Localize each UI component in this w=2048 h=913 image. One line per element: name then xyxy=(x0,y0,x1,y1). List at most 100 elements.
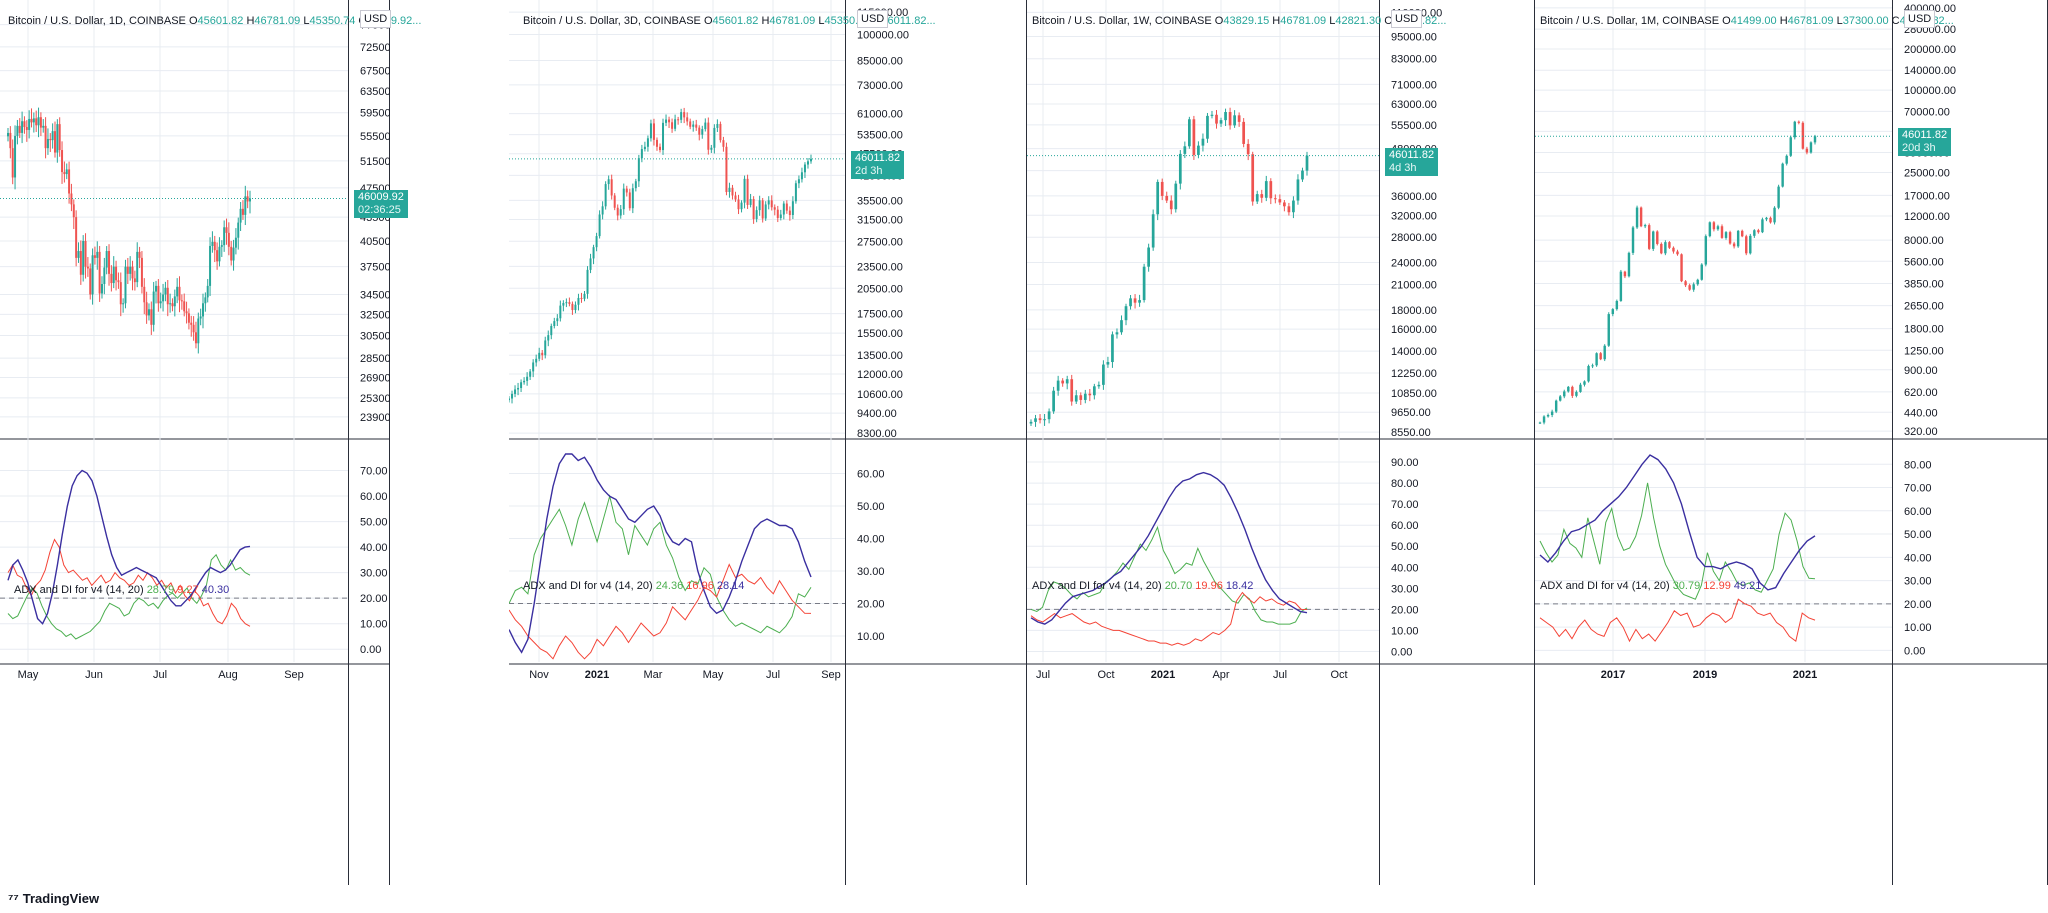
indicator-tick-label: 50.00 xyxy=(1904,529,1932,541)
time-tick-label: Aug xyxy=(218,669,238,681)
candle-body xyxy=(607,179,610,185)
candle-body xyxy=(1635,207,1639,228)
candle-body xyxy=(1255,194,1259,202)
high-value: 46781.09 xyxy=(1280,15,1327,27)
candle-body xyxy=(93,255,96,258)
brand-footer[interactable]: ⁷⁷ TradingView xyxy=(8,891,99,906)
candle-body xyxy=(1052,390,1055,412)
last-price-value: 46011.82 xyxy=(1902,129,1948,142)
candle-body xyxy=(677,119,680,121)
candle-body xyxy=(1643,225,1647,227)
indicator-title: ADX and DI for v4 (14, 20) xyxy=(14,584,144,596)
candle-body xyxy=(1664,242,1667,254)
plus-di-value: 20.70 xyxy=(1164,580,1193,592)
candle-body xyxy=(1056,380,1060,391)
candle-body xyxy=(1724,232,1728,238)
candle-body xyxy=(1169,200,1173,210)
time-tick-label: May xyxy=(703,669,724,681)
candle-body xyxy=(800,172,803,180)
candle-body xyxy=(1138,300,1141,303)
candle-body xyxy=(124,266,127,304)
candle-body xyxy=(752,199,755,219)
candle-body xyxy=(14,135,17,178)
candle-body xyxy=(559,305,562,319)
candle-body xyxy=(103,267,106,284)
candle-body xyxy=(1563,391,1566,397)
candle-body xyxy=(110,273,113,284)
chart-canvas-1w[interactable]: 8550.00 9650.00 10850.00 12250.00 14000.00 16… xyxy=(1027,0,1535,885)
price-tick-label: 67500.00 xyxy=(360,66,390,78)
minus-di-value: 16.96 xyxy=(686,580,714,592)
indicator-tick-label: 50.00 xyxy=(857,501,885,513)
candle-body xyxy=(1542,416,1546,423)
candle-body xyxy=(190,322,193,325)
last-price-value: 46009.92 xyxy=(358,191,404,204)
candle-body xyxy=(514,389,517,394)
currency-button[interactable]: USD xyxy=(1391,10,1423,28)
candle-body xyxy=(535,358,538,363)
candle-body xyxy=(722,140,725,147)
chart-panel-1m[interactable]: 320.00 440.00 620.00 900.00 1250.00 1800.00 26… xyxy=(1535,0,2048,885)
indicator-tick-label: 50.00 xyxy=(1391,541,1419,553)
adx-line xyxy=(7,469,251,625)
chart-panel-1w[interactable]: 8550.00 9650.00 10850.00 12250.00 14000.00 16… xyxy=(1027,0,1535,885)
candle-body xyxy=(223,227,226,246)
indicator-tick-label: 90.00 xyxy=(1391,457,1419,469)
candle-body xyxy=(791,201,794,215)
candle-body xyxy=(1237,115,1241,122)
currency-button[interactable]: USD xyxy=(360,10,392,28)
candle-body xyxy=(782,203,785,215)
candle-body xyxy=(173,296,176,307)
candle-body xyxy=(1305,155,1309,171)
candle-body xyxy=(86,266,89,269)
time-tick-label: May xyxy=(18,669,39,681)
candle-body xyxy=(46,138,49,149)
last-price-value: 46011.82 xyxy=(1389,148,1435,161)
candle-body xyxy=(143,286,146,303)
candle-body xyxy=(1260,194,1264,198)
time-tick-label: Jul xyxy=(766,669,780,681)
candle-body xyxy=(166,287,169,305)
currency-button[interactable]: USD xyxy=(1904,10,1936,28)
candle-body xyxy=(105,251,108,268)
price-tick-label: 17500.00 xyxy=(857,309,903,321)
candle-body xyxy=(1065,379,1069,384)
price-tick-label: 26900.00 xyxy=(360,372,390,384)
candle-body xyxy=(595,236,598,248)
candle-body xyxy=(1219,120,1223,124)
candle-body xyxy=(1813,136,1817,143)
indicator-tick-label: 80.00 xyxy=(1904,459,1932,471)
price-tick-label: 100000.00 xyxy=(1904,85,1956,97)
indicator-tick-label: 60.00 xyxy=(1391,520,1419,532)
candle-body xyxy=(1567,386,1570,392)
chart-panel-1d[interactable]: 23900.00 25300.00 26900.00 28500.00 30500.00… xyxy=(0,0,421,885)
currency-button[interactable]: USD xyxy=(857,10,889,28)
candle-body xyxy=(613,195,616,208)
candle-body xyxy=(1029,421,1033,424)
candle-body xyxy=(562,303,565,306)
price-tick-label: 8550.00 xyxy=(1391,427,1431,439)
chart-canvas-3d[interactable]: 8300.00 9400.00 10600.00 12000.00 13500.00 15… xyxy=(509,0,1027,885)
candle-body xyxy=(117,280,120,283)
candle-body xyxy=(1615,300,1619,310)
candle-body xyxy=(655,139,658,147)
bar-countdown: 02:36:25 xyxy=(358,204,401,217)
candle-body xyxy=(194,332,197,344)
indicator-tick-label: 30.00 xyxy=(1391,583,1419,595)
candle-body xyxy=(523,380,526,383)
chart-canvas-1d[interactable]: 23900.00 25300.00 26900.00 28500.00 30500.00… xyxy=(0,0,390,885)
adx-line xyxy=(1539,454,1816,591)
price-tick-label: 85000.00 xyxy=(857,56,903,68)
candle-body xyxy=(1761,219,1764,233)
candle-body xyxy=(746,178,749,205)
chart-panel-3d[interactable]: 8300.00 9400.00 10600.00 12000.00 13500.00 15… xyxy=(509,0,1027,885)
price-tick-label: 73000.00 xyxy=(857,80,903,92)
chart-canvas-1m[interactable]: 320.00 440.00 620.00 900.00 1250.00 1800.00 26… xyxy=(1535,0,2048,885)
candle-body xyxy=(1745,236,1748,254)
candle-body xyxy=(1716,226,1720,230)
candle-body xyxy=(625,188,628,193)
candle-body xyxy=(1765,217,1768,220)
candle-body xyxy=(1595,353,1598,366)
candle-body xyxy=(601,206,604,215)
indicator-tick-label: 20.00 xyxy=(1391,604,1419,616)
